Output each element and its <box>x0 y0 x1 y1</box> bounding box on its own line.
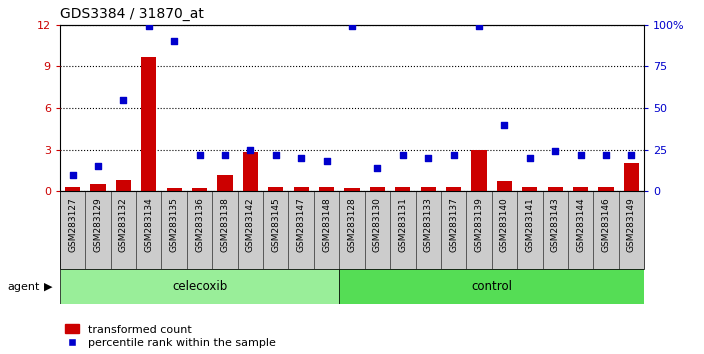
Point <box>270 152 282 158</box>
Bar <box>294 187 309 191</box>
Text: GSM283128: GSM283128 <box>348 198 356 252</box>
Text: GSM283131: GSM283131 <box>398 198 408 252</box>
Point <box>372 165 383 171</box>
Text: GSM283139: GSM283139 <box>474 198 484 252</box>
Bar <box>624 164 639 191</box>
Text: agent: agent <box>7 282 39 292</box>
Text: GSM283134: GSM283134 <box>144 198 153 252</box>
Bar <box>319 187 334 191</box>
Point <box>550 148 561 154</box>
Point <box>524 155 536 161</box>
Legend: transformed count, percentile rank within the sample: transformed count, percentile rank withi… <box>65 324 275 348</box>
Text: GSM283130: GSM283130 <box>373 198 382 252</box>
Point <box>397 152 408 158</box>
Bar <box>141 57 156 191</box>
Bar <box>65 187 80 191</box>
Point <box>499 122 510 127</box>
Point <box>626 152 637 158</box>
Bar <box>192 188 207 191</box>
Text: GSM283145: GSM283145 <box>271 198 280 252</box>
Text: ▶: ▶ <box>44 282 53 292</box>
Point <box>473 24 484 29</box>
Bar <box>497 182 512 191</box>
Text: celecoxib: celecoxib <box>172 280 227 293</box>
Point <box>321 158 332 164</box>
Bar <box>167 188 182 191</box>
Point <box>296 155 307 161</box>
Text: GSM283148: GSM283148 <box>322 198 331 252</box>
Text: GSM283127: GSM283127 <box>68 198 77 252</box>
Bar <box>60 269 339 304</box>
Bar <box>420 187 436 191</box>
Bar <box>344 188 360 191</box>
Bar <box>370 187 385 191</box>
Point <box>67 172 78 177</box>
Text: GDS3384 / 31870_at: GDS3384 / 31870_at <box>60 7 203 21</box>
Text: GSM283129: GSM283129 <box>94 198 103 252</box>
Bar <box>472 149 486 191</box>
Bar <box>268 187 284 191</box>
Point <box>194 152 205 158</box>
Point <box>346 24 358 29</box>
Text: GSM283142: GSM283142 <box>246 198 255 252</box>
Bar <box>598 187 614 191</box>
Text: GSM283135: GSM283135 <box>170 198 179 252</box>
Text: GSM283141: GSM283141 <box>525 198 534 252</box>
Bar <box>522 187 537 191</box>
Point <box>601 152 612 158</box>
Bar <box>90 184 106 191</box>
Text: GSM283144: GSM283144 <box>576 198 585 252</box>
Text: GSM283136: GSM283136 <box>195 198 204 252</box>
Point <box>168 39 180 44</box>
Bar <box>573 187 589 191</box>
Point <box>422 155 434 161</box>
Text: GSM283138: GSM283138 <box>220 198 230 252</box>
Point <box>220 152 231 158</box>
Text: GSM283137: GSM283137 <box>449 198 458 252</box>
Text: GSM283149: GSM283149 <box>627 198 636 252</box>
Text: control: control <box>471 280 513 293</box>
Point <box>118 97 129 102</box>
Bar <box>243 152 258 191</box>
Bar <box>115 180 131 191</box>
Text: GSM283147: GSM283147 <box>296 198 306 252</box>
Point <box>143 24 154 29</box>
Text: GSM283132: GSM283132 <box>119 198 128 252</box>
Point <box>575 152 586 158</box>
Point <box>92 163 103 169</box>
Point <box>448 152 459 158</box>
Bar <box>548 187 563 191</box>
Bar <box>218 175 232 191</box>
Bar <box>339 269 644 304</box>
Point <box>245 147 256 152</box>
Bar <box>446 187 461 191</box>
Text: GSM283133: GSM283133 <box>424 198 433 252</box>
Text: GSM283146: GSM283146 <box>601 198 610 252</box>
Text: GSM283140: GSM283140 <box>500 198 509 252</box>
Text: GSM283143: GSM283143 <box>551 198 560 252</box>
Bar <box>395 187 410 191</box>
